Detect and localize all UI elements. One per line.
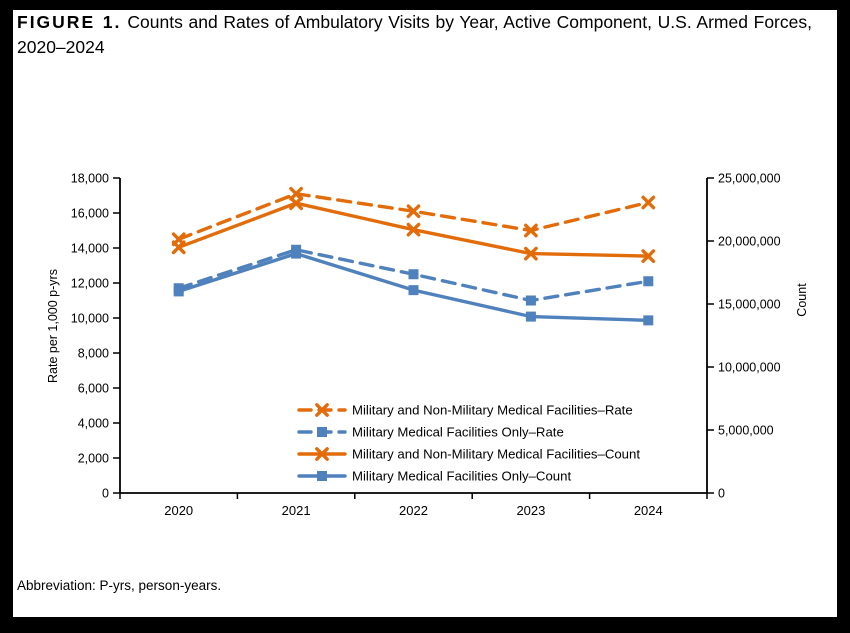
right-axis-tick-label: 15,000,000: [718, 297, 781, 311]
left-axis-tick-label: 6,000: [78, 381, 109, 395]
left-axis-tick-label: 18,000: [71, 171, 109, 185]
legend-marker-3: [317, 471, 327, 481]
left-axis-tick-label: 12,000: [71, 276, 109, 290]
figure-footnote: Abbreviation: P-yrs, person-years.: [17, 578, 222, 593]
figure-title: FIGURE 1. Counts and Rates of Ambulatory …: [17, 10, 812, 60]
data-point-s1: [408, 269, 419, 280]
figure-label: FIGURE 1.: [17, 12, 122, 32]
right-axis-tick-label: 10,000,000: [718, 360, 781, 374]
figure-card: [13, 10, 837, 617]
right-axis-tick-label: 25,000,000: [718, 171, 781, 185]
legend-label-1: Military Medical Facilities Only–Rate: [352, 425, 564, 440]
data-point-s3: [408, 285, 419, 296]
x-axis-tick-label: 2020: [164, 503, 193, 518]
right-axis-tick-label: 0: [718, 486, 725, 500]
right-axis-tick-label: 20,000,000: [718, 234, 781, 248]
data-point-s1: [291, 244, 302, 255]
data-point-s2: [524, 246, 538, 261]
data-point-s3: [643, 315, 654, 326]
data-point-s2: [406, 222, 421, 237]
data-point-s1: [643, 276, 654, 287]
x-axis-tick-label: 2022: [399, 503, 428, 518]
left-axis-tick-label: 16,000: [71, 206, 109, 220]
x-axis-tick-label: 2023: [516, 503, 545, 518]
x-axis-tick-label: 2021: [282, 503, 311, 518]
data-point-s2: [641, 249, 656, 264]
data-point-s3: [525, 311, 536, 322]
left-axis-tick-label: 14,000: [71, 241, 109, 255]
left-axis-title: Rate per 1,000 p-yrs: [46, 269, 60, 383]
series-line-0: [176, 192, 650, 241]
left-axis-tick-label: 8,000: [78, 346, 109, 360]
data-point-s1: [173, 283, 184, 294]
legend-label-2: Military and Non-Military Medical Facili…: [352, 447, 640, 462]
right-axis-tick-label: 5,000,000: [718, 423, 774, 437]
data-point-s0: [406, 204, 421, 219]
figure-title-text: Counts and Rates of Ambulatory Visits by…: [17, 12, 812, 57]
right-axis-title: Count: [795, 283, 809, 317]
x-axis-tick-label: 2024: [634, 503, 663, 518]
legend-marker-0: [315, 403, 329, 417]
legend-label-0: Military and Non-Military Medical Facili…: [352, 403, 633, 418]
data-point-s0: [171, 232, 186, 247]
data-point-s2: [289, 196, 303, 211]
data-point-s1: [525, 295, 536, 306]
left-axis-tick-label: 10,000: [71, 311, 109, 325]
data-point-s0: [289, 186, 303, 201]
legend-marker-1: [317, 427, 327, 437]
legend-marker-2: [315, 447, 329, 461]
data-point-s0: [524, 223, 538, 238]
left-axis-tick-label: 4,000: [78, 416, 109, 430]
data-point-s0: [641, 195, 656, 210]
left-axis-tick-label: 2,000: [78, 451, 109, 465]
left-axis-tick-label: 0: [102, 486, 109, 500]
legend-label-3: Military Medical Facilities Only–Count: [352, 469, 571, 484]
